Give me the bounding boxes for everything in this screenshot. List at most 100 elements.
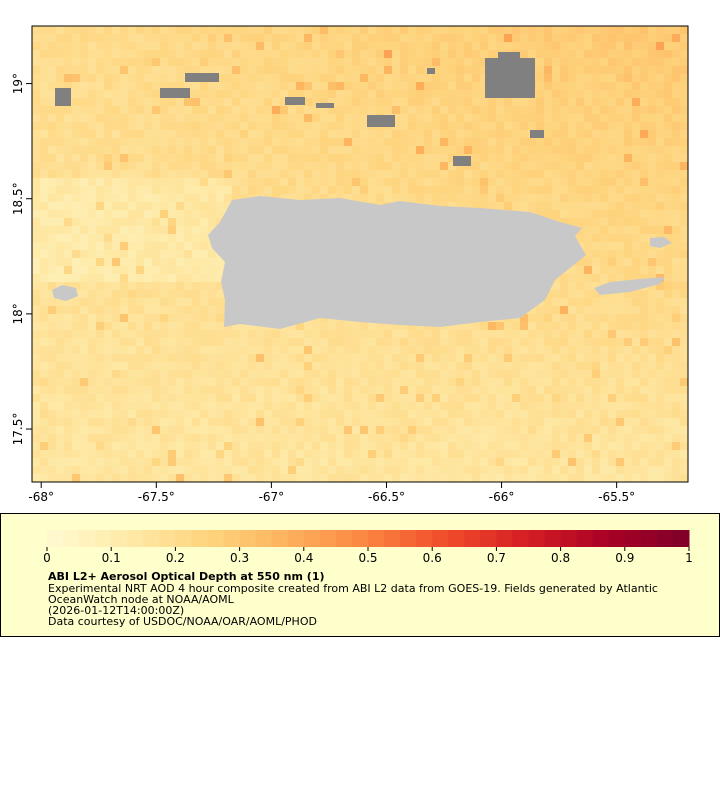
aod-cell bbox=[624, 170, 632, 178]
aod-cell bbox=[584, 170, 592, 178]
aod-cell bbox=[296, 178, 304, 186]
aod-cell bbox=[504, 194, 512, 202]
aod-cell bbox=[360, 434, 368, 442]
aod-cell bbox=[352, 170, 360, 178]
aod-cell bbox=[312, 394, 320, 402]
aod-cell bbox=[160, 162, 168, 170]
aod-cell bbox=[96, 154, 104, 162]
aod-cell bbox=[112, 194, 120, 202]
aod-cell bbox=[456, 122, 464, 130]
aod-cell bbox=[336, 106, 344, 114]
aod-cell bbox=[680, 410, 688, 418]
aod-cell bbox=[544, 450, 552, 458]
aod-cell bbox=[160, 250, 168, 258]
aod-cell bbox=[96, 162, 104, 170]
aod-cell bbox=[336, 34, 344, 42]
aod-cell bbox=[184, 170, 192, 178]
aod-cell bbox=[144, 162, 152, 170]
aod-cell bbox=[40, 274, 48, 282]
aod-cell bbox=[192, 210, 200, 218]
aod-cell bbox=[96, 138, 104, 146]
aod-cell bbox=[96, 178, 104, 186]
aod-cell bbox=[184, 130, 192, 138]
aod-cell bbox=[624, 226, 632, 234]
aod-cell bbox=[248, 42, 256, 50]
aod-cell bbox=[472, 426, 480, 434]
aod-cell bbox=[128, 34, 136, 42]
aod-cell bbox=[520, 42, 528, 50]
aod-cell bbox=[640, 210, 648, 218]
aod-cell bbox=[632, 242, 640, 250]
aod-cell bbox=[504, 378, 512, 386]
colorbar-swatch bbox=[656, 530, 674, 547]
aod-cell bbox=[424, 378, 432, 386]
colorbar-tick-label: 0.8 bbox=[551, 551, 570, 565]
aod-cell bbox=[48, 130, 56, 138]
aod-cell bbox=[344, 162, 352, 170]
aod-cell bbox=[576, 442, 584, 450]
aod-cell bbox=[608, 138, 616, 146]
aod-cell bbox=[536, 34, 544, 42]
aod-cell bbox=[216, 434, 224, 442]
aod-cell bbox=[328, 130, 336, 138]
aod-cell bbox=[40, 402, 48, 410]
aod-cell bbox=[128, 354, 136, 362]
aod-cell bbox=[576, 178, 584, 186]
aod-cell bbox=[640, 402, 648, 410]
aod-cell bbox=[128, 410, 136, 418]
aod-cell bbox=[592, 330, 600, 338]
aod-cell bbox=[392, 466, 400, 474]
aod-cell bbox=[184, 378, 192, 386]
aod-cell bbox=[32, 290, 40, 298]
aod-cell bbox=[272, 90, 280, 98]
aod-cell bbox=[592, 266, 600, 274]
aod-cell bbox=[656, 298, 664, 306]
aod-cell bbox=[576, 146, 584, 154]
cloud bbox=[185, 73, 219, 82]
aod-cell bbox=[96, 226, 104, 234]
aod-cell bbox=[136, 74, 144, 82]
aod-cell bbox=[40, 50, 48, 58]
aod-cell bbox=[672, 138, 680, 146]
aod-cell bbox=[440, 106, 448, 114]
aod-cell bbox=[656, 66, 664, 74]
aod-cell bbox=[384, 434, 392, 442]
aod-cell bbox=[32, 250, 40, 258]
aod-cell bbox=[640, 74, 648, 82]
aod-cell bbox=[240, 34, 248, 42]
aod-cell bbox=[288, 442, 296, 450]
aod-cell bbox=[296, 66, 304, 74]
aod-cell bbox=[376, 426, 384, 434]
aod-cell bbox=[448, 50, 456, 58]
aod-cell bbox=[608, 442, 616, 450]
aod-cell bbox=[104, 138, 112, 146]
aod-cell bbox=[200, 402, 208, 410]
aod-cell bbox=[520, 474, 528, 482]
aod-cell bbox=[528, 426, 536, 434]
aod-cell bbox=[48, 466, 56, 474]
aod-cell bbox=[48, 338, 56, 346]
aod-cell bbox=[640, 410, 648, 418]
aod-cell bbox=[136, 250, 144, 258]
aod-cell bbox=[336, 378, 344, 386]
aod-cell bbox=[664, 354, 672, 362]
aod-cell bbox=[280, 50, 288, 58]
aod-cell bbox=[280, 370, 288, 378]
aod-cell bbox=[680, 210, 688, 218]
aod-cell bbox=[168, 290, 176, 298]
aod-cell bbox=[360, 50, 368, 58]
aod-cell bbox=[176, 314, 184, 322]
aod-cell bbox=[656, 170, 664, 178]
aod-cell bbox=[544, 66, 552, 74]
aod-cell bbox=[312, 98, 320, 106]
aod-cell bbox=[208, 266, 216, 274]
aod-cell bbox=[72, 178, 80, 186]
aod-cell bbox=[184, 402, 192, 410]
aod-cell bbox=[496, 386, 504, 394]
aod-cell bbox=[576, 170, 584, 178]
aod-cell bbox=[640, 346, 648, 354]
aod-cell bbox=[352, 378, 360, 386]
aod-cell bbox=[632, 74, 640, 82]
aod-cell bbox=[96, 370, 104, 378]
aod-cell bbox=[560, 362, 568, 370]
